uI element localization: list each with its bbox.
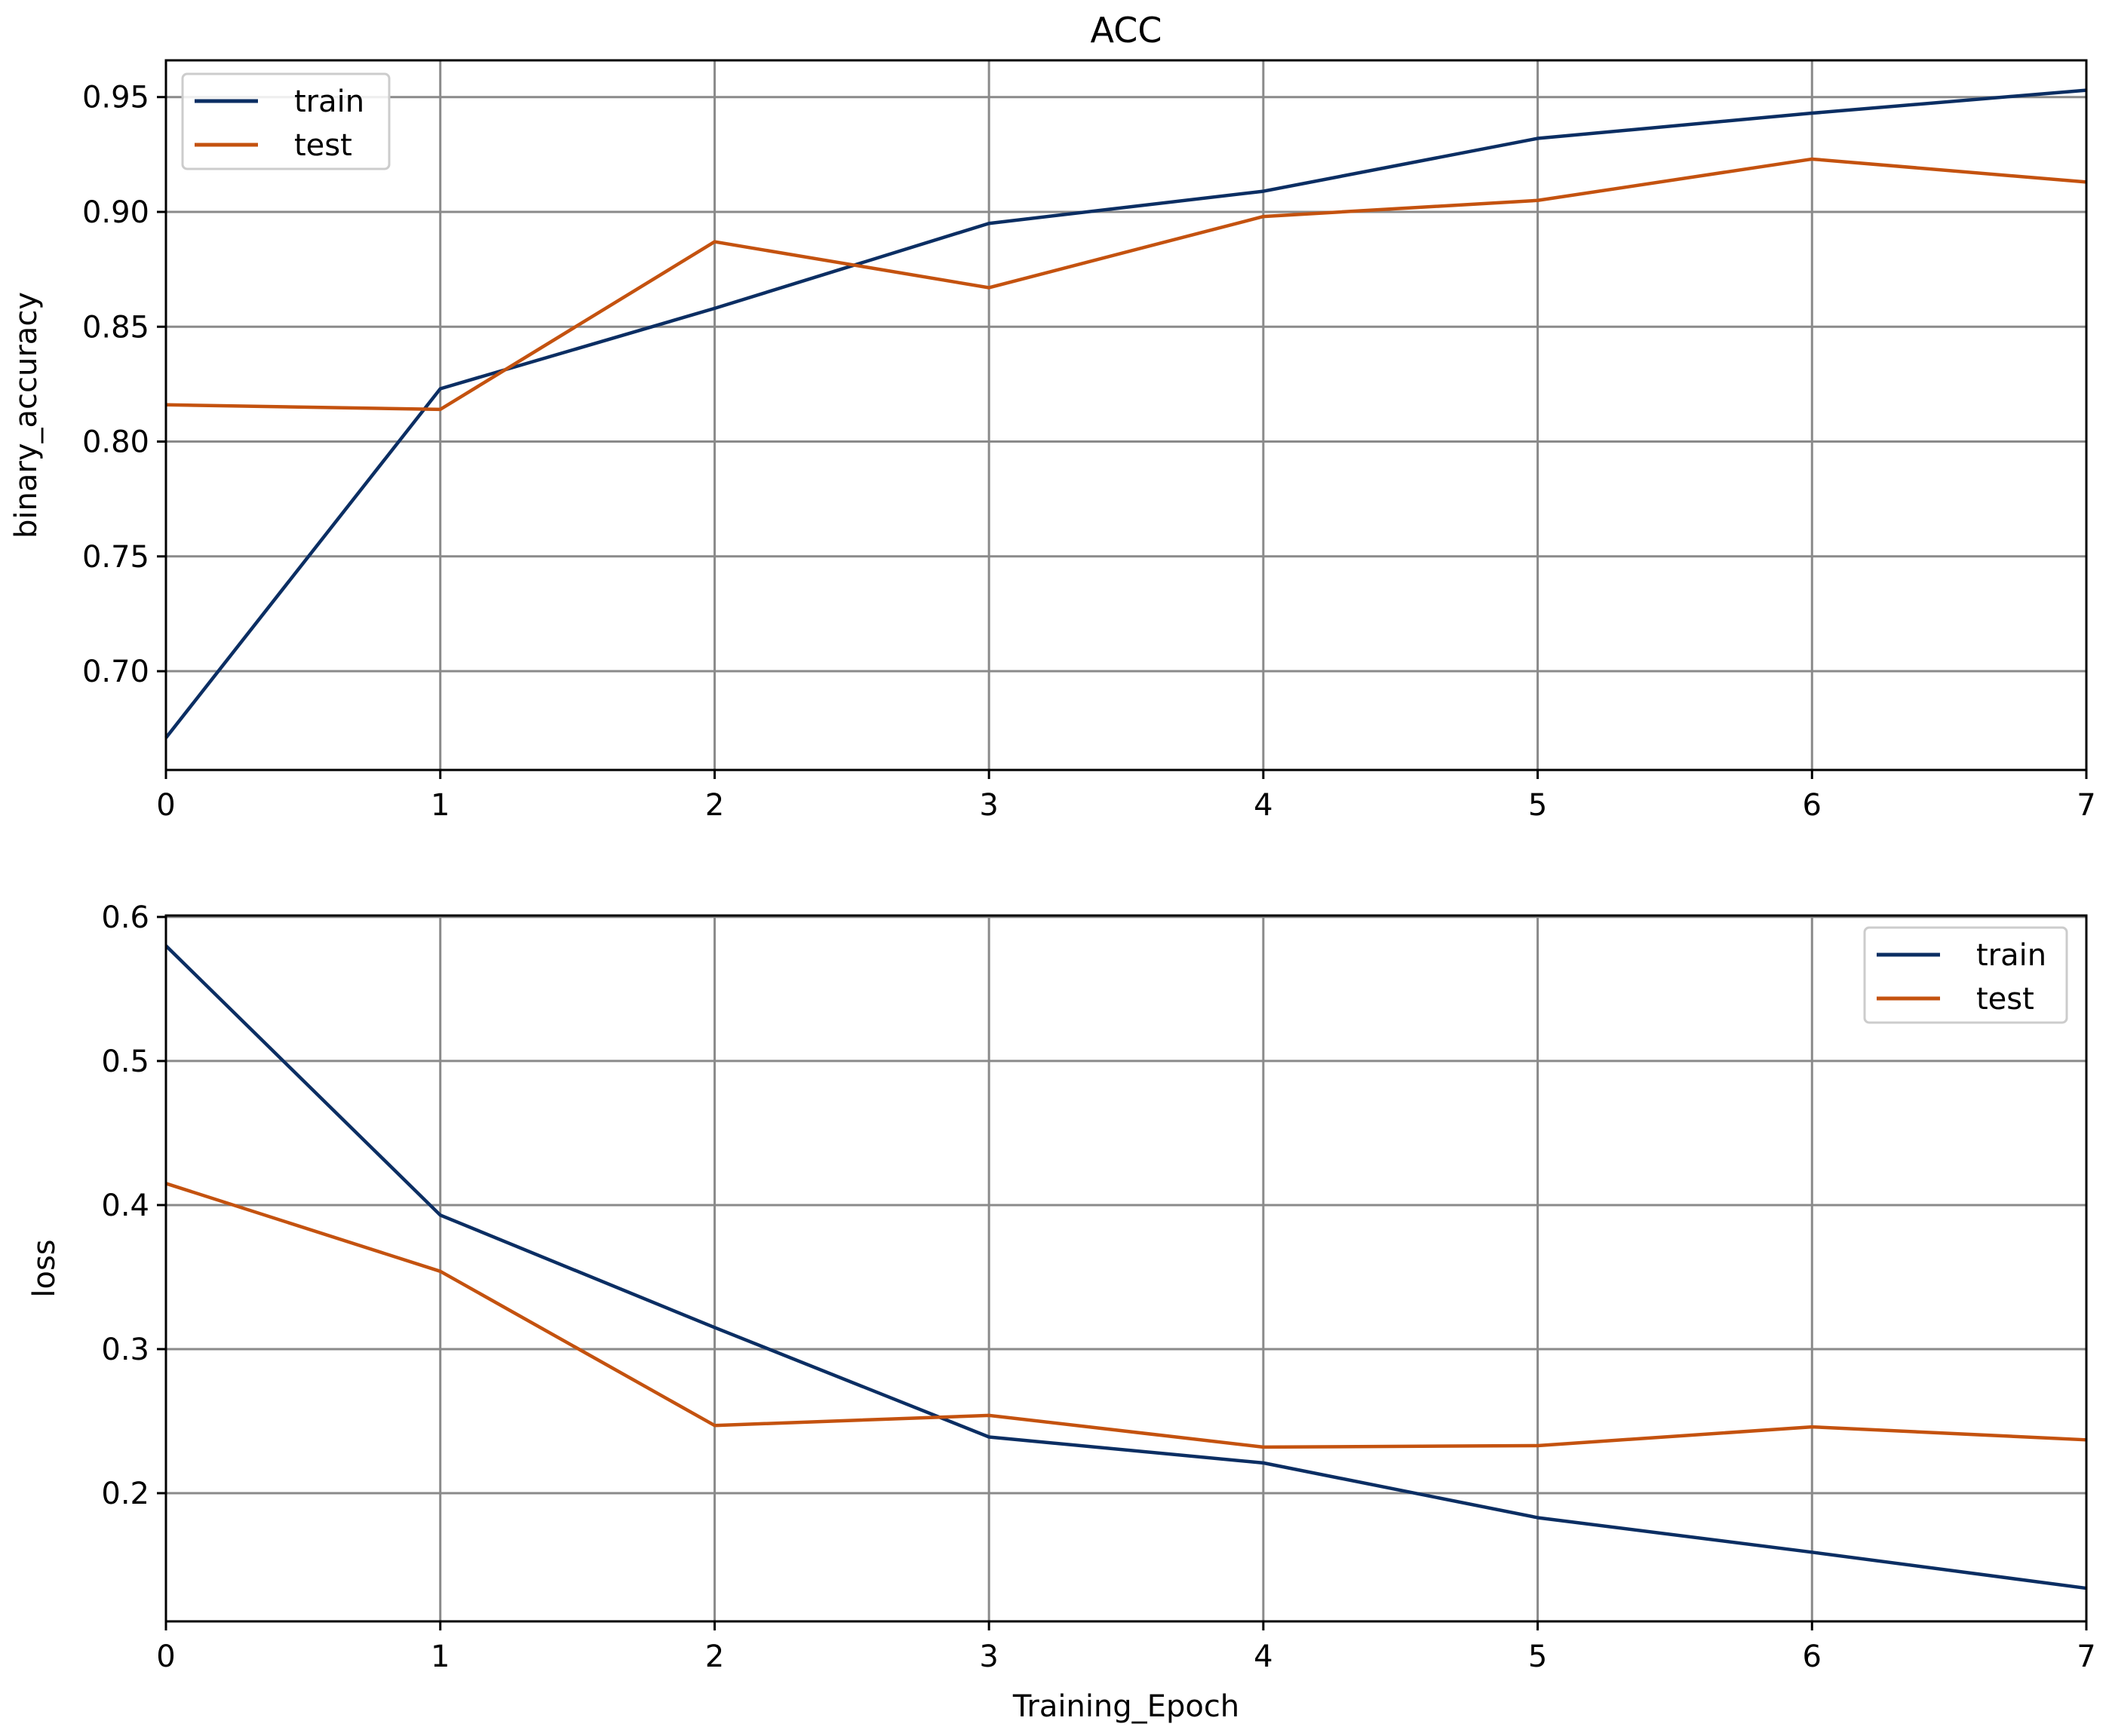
- x-tick-label: 6: [1803, 1639, 1822, 1674]
- series-line-test: [165, 1182, 2087, 1449]
- x-tick-label: 4: [1254, 788, 1272, 823]
- y-axis-label: loss: [27, 1239, 62, 1297]
- y-tick-label: 0.90: [82, 195, 149, 230]
- x-tick-label: 7: [2077, 788, 2095, 823]
- x-tick-label: 1: [431, 788, 450, 823]
- chart-title: ACC: [1091, 10, 1162, 51]
- plot-frame: [164, 914, 2088, 1623]
- x-tick-label: 2: [705, 788, 724, 823]
- x-tick-label: 7: [2077, 1639, 2095, 1674]
- chart-acc: 0 1 2 3 4 5 6 7 0.70 0.75 0.80 0.85 0.90 0.95 ACC binar…: [9, 10, 2096, 823]
- y-tick-label: 0.2: [101, 1477, 149, 1511]
- x-tick-label: 5: [1528, 1639, 1547, 1674]
- legend-label-test: test: [294, 128, 352, 163]
- x-axis-label: Training_Epoch: [1012, 1689, 1239, 1724]
- x-tick-label: 0: [156, 788, 175, 823]
- y-tick-label: 0.70: [82, 655, 149, 689]
- plot-frame: [164, 59, 2088, 771]
- x-tick-label: 1: [431, 1639, 450, 1674]
- legend-label-train: train: [1976, 938, 2046, 973]
- series-line-test: [165, 157, 2087, 412]
- y-tick-label: 0.5: [101, 1044, 149, 1079]
- legend: train test: [1863, 926, 2068, 1024]
- series-line-train: [164, 944, 2087, 1590]
- x-tick-label: 5: [1528, 788, 1547, 823]
- x-tick-label: 4: [1254, 1639, 1272, 1674]
- y-tick-label: 0.3: [101, 1333, 149, 1367]
- chart-loss: 0 1 2 3 4 5 6 7 0.2 0.3 0.4 0.5 0.6 Training_Epoch los…: [27, 900, 2096, 1724]
- x-tick-label: 3: [979, 788, 998, 823]
- legend-label-train: train: [294, 84, 364, 119]
- y-axis-label: binary_accuracy: [9, 292, 44, 538]
- y-tick-label: 0.6: [101, 900, 149, 935]
- x-tick-label: 6: [1803, 788, 1822, 823]
- y-tick-label: 0.75: [82, 540, 149, 575]
- y-tick-label: 0.95: [82, 81, 149, 115]
- y-tick-label: 0.85: [82, 310, 149, 345]
- x-tick-label: 0: [156, 1639, 175, 1674]
- series-line-train: [164, 88, 2087, 739]
- y-tick-label: 0.80: [82, 425, 149, 460]
- legend: train test: [181, 72, 391, 170]
- y-tick-label: 0.4: [101, 1189, 149, 1223]
- x-tick-label: 2: [705, 1639, 724, 1674]
- legend-label-test: test: [1976, 982, 2034, 1017]
- x-tick-label: 3: [979, 1639, 998, 1674]
